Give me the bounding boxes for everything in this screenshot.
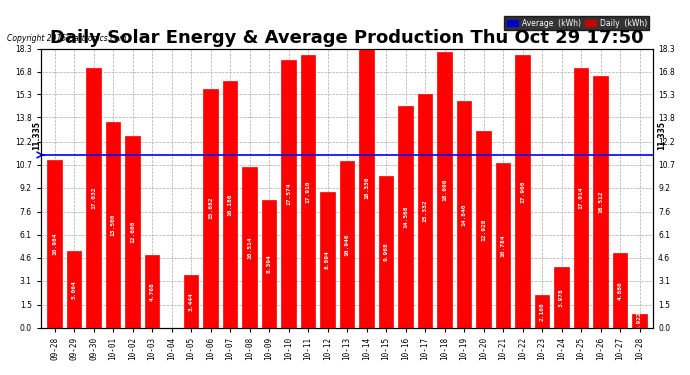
Bar [535,295,549,328]
Bar [320,192,335,328]
Text: 8.394: 8.394 [266,255,272,273]
Text: 14.840: 14.840 [462,203,466,226]
Text: 0.000: 0.000 [169,315,174,333]
Bar [417,94,433,328]
Text: 17.574: 17.574 [286,183,291,205]
Text: 15.332: 15.332 [422,200,428,222]
Legend: Average  (kWh), Daily  (kWh): Average (kWh), Daily (kWh) [504,16,649,30]
Text: 17.014: 17.014 [579,187,584,209]
Title: Daily Solar Energy & Average Production Thu Oct 29 17:50: Daily Solar Energy & Average Production … [50,29,644,47]
Bar [242,168,257,328]
Bar [398,106,413,328]
Text: 9.968: 9.968 [384,243,388,261]
Text: 4.880: 4.880 [618,281,622,300]
Text: 12.608: 12.608 [130,220,135,243]
Text: 10.984: 10.984 [52,233,57,255]
Text: 10.784: 10.784 [501,234,506,257]
Bar [554,267,569,328]
Text: 8.894: 8.894 [325,251,330,269]
Text: 3.978: 3.978 [559,288,564,307]
Text: 17.908: 17.908 [520,180,525,203]
Bar [457,102,471,328]
Text: 2.168: 2.168 [540,302,544,321]
Bar [262,200,277,328]
Text: 18.096: 18.096 [442,178,447,201]
Text: 18.336: 18.336 [364,177,369,199]
Bar [184,275,199,328]
Bar [632,314,647,328]
Text: 12.928: 12.928 [481,218,486,240]
Text: 16.512: 16.512 [598,190,603,213]
Bar [593,76,608,328]
Bar [126,135,140,328]
Bar [301,55,315,328]
Text: 10.514: 10.514 [247,236,252,259]
Bar [339,161,355,328]
Text: 0.922: 0.922 [637,312,642,330]
Text: 11.335: 11.335 [657,122,666,150]
Bar [67,251,81,328]
Text: 17.032: 17.032 [91,187,96,209]
Bar [574,68,589,328]
Bar [47,160,62,328]
Text: 14.568: 14.568 [403,206,408,228]
Text: 17.910: 17.910 [306,180,310,203]
Bar [359,48,374,328]
Bar [496,164,511,328]
Bar [613,254,627,328]
Bar [282,60,296,328]
Bar [379,176,393,328]
Text: 11.335: 11.335 [32,122,41,150]
Bar [476,130,491,328]
Bar [515,55,530,328]
Text: 15.682: 15.682 [208,197,213,219]
Text: 10.946: 10.946 [344,233,350,256]
Text: 4.768: 4.768 [150,282,155,301]
Bar [223,81,237,328]
Text: 3.444: 3.444 [188,292,194,311]
Text: 13.500: 13.500 [110,214,115,236]
Bar [86,68,101,328]
Bar [145,255,159,328]
Text: 16.186: 16.186 [228,193,233,216]
Text: 5.064: 5.064 [72,280,77,298]
Bar [106,122,120,328]
Bar [437,52,452,328]
Text: Copyright 2015 Cartronics.com: Copyright 2015 Cartronics.com [7,34,126,43]
Bar [204,88,218,328]
